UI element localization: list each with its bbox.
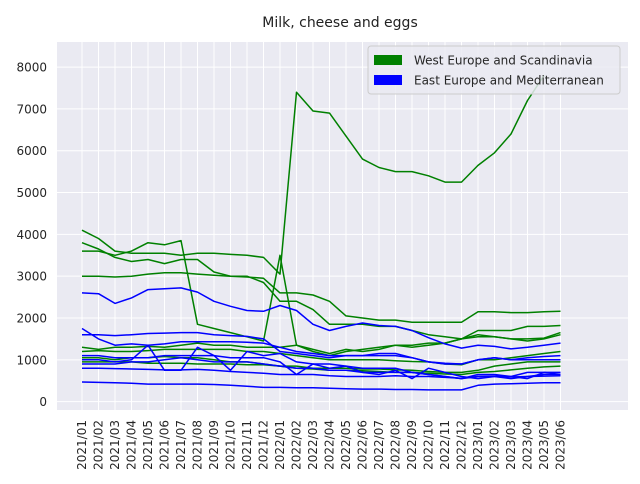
x-tick-label: 2022/01 bbox=[273, 420, 287, 470]
series-line-11 bbox=[82, 331, 561, 365]
y-tick-label: 6000 bbox=[16, 144, 47, 158]
series-line-3 bbox=[81, 241, 561, 342]
x-tick-label: 2021/08 bbox=[191, 420, 205, 470]
series-line-15 bbox=[82, 367, 561, 379]
x-tick-label: 2022/03 bbox=[306, 420, 320, 470]
x-tick-label: 2021/03 bbox=[108, 420, 122, 470]
legend: West Europe and Scandinavia East Europe a… bbox=[367, 45, 621, 95]
x-axis: 2021/01 2021/02 2021/03 2021/04 2021/05 2021/… bbox=[75, 420, 568, 470]
legend-label: East Europe and Mediterranean bbox=[414, 74, 604, 88]
x-tick-label: 2022/06 bbox=[356, 420, 370, 470]
x-tick-label: 2021/10 bbox=[224, 420, 238, 470]
y-tick-label: 0 bbox=[39, 395, 47, 409]
legend-label: West Europe and Scandinavia bbox=[414, 54, 593, 68]
x-tick-label: 2022/02 bbox=[290, 420, 304, 470]
series-line-12 bbox=[82, 354, 561, 380]
x-tick-label: 2022/07 bbox=[372, 420, 386, 470]
x-tick-label: 2022/08 bbox=[389, 420, 403, 470]
x-tick-label: 2023/06 bbox=[554, 420, 568, 470]
x-tick-label: 2023/03 bbox=[504, 420, 518, 470]
x-tick-label: 2021/01 bbox=[75, 420, 89, 470]
plot-area bbox=[57, 42, 628, 410]
x-tick-label: 2023/01 bbox=[471, 420, 485, 470]
x-tick-label: 2022/10 bbox=[422, 420, 436, 470]
x-tick-label: 2023/02 bbox=[488, 420, 502, 470]
legend-swatch bbox=[374, 75, 402, 85]
x-tick-label: 2021/12 bbox=[257, 420, 271, 470]
x-tick-label: 2022/05 bbox=[339, 420, 353, 470]
series-line-1 bbox=[82, 239, 561, 357]
x-tick-label: 2023/04 bbox=[521, 420, 535, 470]
series-line-16 bbox=[81, 381, 561, 391]
x-tick-label: 2021/06 bbox=[158, 420, 172, 470]
x-tick-label: 2021/04 bbox=[125, 420, 139, 470]
y-tick-label: 5000 bbox=[16, 186, 47, 200]
series-layer bbox=[81, 75, 561, 391]
x-tick-label: 2021/05 bbox=[141, 420, 155, 470]
x-tick-label: 2022/04 bbox=[323, 420, 337, 470]
series-line-2 bbox=[81, 75, 545, 275]
x-tick-label: 2022/11 bbox=[438, 420, 452, 470]
x-tick-label: 2021/02 bbox=[92, 420, 106, 470]
series-line-5 bbox=[81, 324, 561, 355]
y-axis: 0 1000 2000 3000 4000 5000 6000 7000 8000 bbox=[16, 61, 47, 410]
x-tick-label: 2021/09 bbox=[207, 420, 221, 470]
chart-title: Milk, cheese and eggs bbox=[262, 15, 418, 31]
x-tick-label: 2022/09 bbox=[405, 420, 419, 470]
series-line-4 bbox=[82, 272, 561, 323]
y-tick-label: 4000 bbox=[16, 228, 47, 242]
y-tick-label: 2000 bbox=[16, 312, 47, 326]
series-line-14 bbox=[82, 356, 561, 380]
x-tick-label: 2023/05 bbox=[537, 420, 551, 470]
y-tick-label: 8000 bbox=[16, 61, 47, 75]
y-tick-label: 7000 bbox=[16, 102, 47, 116]
y-tick-label: 1000 bbox=[16, 353, 47, 367]
legend-swatch bbox=[374, 55, 402, 65]
x-tick-label: 2021/11 bbox=[240, 420, 254, 470]
y-tick-label: 3000 bbox=[16, 270, 47, 284]
legend-box bbox=[367, 45, 621, 95]
x-tick-label: 2022/12 bbox=[455, 420, 469, 470]
series-line-9 bbox=[81, 287, 561, 350]
x-tick-label: 2021/07 bbox=[174, 420, 188, 470]
